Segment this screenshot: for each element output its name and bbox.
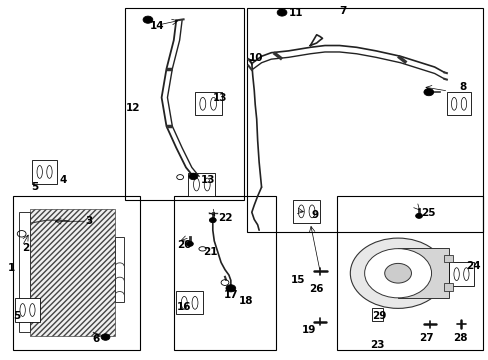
Text: 26: 26: [309, 284, 323, 294]
Circle shape: [423, 89, 433, 96]
Text: 2: 2: [21, 243, 29, 253]
Text: 9: 9: [311, 210, 318, 220]
Text: 1: 1: [8, 263, 15, 273]
Bar: [15, 298, 40, 321]
Text: 11: 11: [288, 8, 302, 18]
Bar: [336, 196, 483, 350]
Text: 6: 6: [92, 333, 100, 343]
Bar: [176, 291, 203, 315]
Bar: [115, 237, 124, 302]
Bar: [173, 196, 276, 350]
Circle shape: [277, 9, 286, 16]
Text: 17: 17: [224, 290, 238, 300]
Text: 3: 3: [85, 216, 92, 226]
Text: 18: 18: [238, 296, 253, 306]
Circle shape: [415, 213, 422, 219]
Bar: [19, 212, 30, 332]
Text: 10: 10: [248, 53, 263, 63]
Text: 4: 4: [59, 175, 66, 185]
Bar: [444, 255, 452, 262]
Text: 21: 21: [203, 247, 217, 257]
Text: 19: 19: [301, 325, 315, 334]
Circle shape: [186, 241, 193, 246]
Bar: [125, 8, 244, 200]
Text: 14: 14: [149, 21, 163, 31]
Text: 13: 13: [200, 175, 215, 185]
Circle shape: [384, 264, 410, 283]
Text: 20: 20: [177, 239, 191, 249]
Bar: [397, 248, 448, 298]
Text: 15: 15: [291, 275, 305, 285]
Bar: [188, 173, 215, 196]
Text: 24: 24: [466, 261, 480, 271]
Text: 25: 25: [421, 208, 435, 218]
Bar: [194, 92, 221, 116]
Bar: [246, 8, 483, 232]
Bar: [444, 283, 452, 291]
Text: 16: 16: [177, 302, 191, 312]
Text: 5: 5: [13, 311, 20, 321]
Circle shape: [188, 173, 197, 180]
Bar: [371, 308, 382, 320]
Circle shape: [209, 218, 216, 223]
Text: 8: 8: [458, 82, 466, 92]
Bar: [13, 196, 140, 350]
Text: 22: 22: [217, 213, 232, 222]
Circle shape: [349, 238, 445, 309]
Text: 5: 5: [31, 182, 39, 192]
Text: 27: 27: [418, 333, 433, 343]
Bar: [32, 160, 57, 184]
Bar: [293, 200, 320, 223]
Circle shape: [143, 16, 153, 23]
Bar: [448, 262, 473, 286]
Text: 13: 13: [212, 93, 227, 103]
Text: 23: 23: [369, 340, 384, 350]
Text: 12: 12: [126, 103, 140, 113]
Text: 29: 29: [371, 311, 386, 321]
Bar: [446, 92, 470, 116]
Bar: [30, 209, 115, 336]
Circle shape: [225, 285, 235, 292]
Text: 7: 7: [339, 6, 346, 17]
Text: 28: 28: [452, 333, 467, 343]
Circle shape: [364, 249, 431, 298]
Circle shape: [101, 334, 110, 340]
